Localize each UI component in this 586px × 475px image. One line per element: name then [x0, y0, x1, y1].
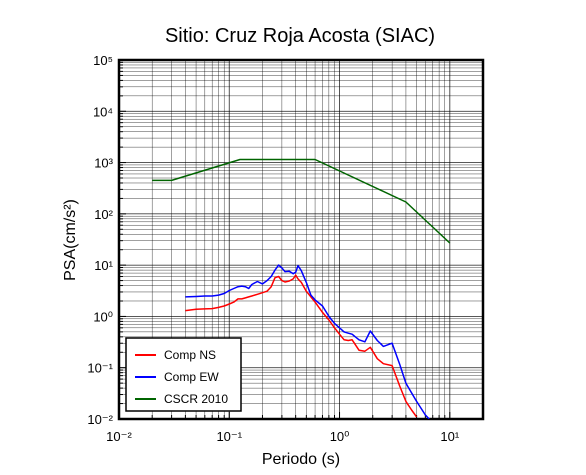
chart-title: Sitio: Cruz Roja Acosta (SIAC) — [165, 25, 435, 47]
series-group — [152, 158, 451, 419]
x-tick-label: 10⁻¹ — [216, 429, 242, 444]
legend-label-comp-ns: Comp NS — [164, 348, 216, 362]
x-axis-label: Periodo (s) — [262, 451, 340, 468]
y-tick-label: 10³ — [94, 156, 113, 171]
y-tick-label: 10⁵ — [93, 53, 113, 68]
plot-frame — [117, 58, 485, 421]
series-line-comp-ns — [185, 274, 418, 418]
legend: Comp NS Comp EW CSCR 2010 — [125, 337, 242, 412]
legend-label-comp-ew: Comp EW — [164, 370, 219, 384]
x-tick-label: 10¹ — [440, 429, 459, 444]
y-tick-label: 10² — [94, 207, 113, 222]
y-axis-label: PSA(cm/s²) — [62, 199, 79, 281]
y-tick-label: 10⁰ — [93, 309, 113, 324]
x-tick-label: 10⁻² — [106, 429, 132, 444]
y-tick-label: 10¹ — [94, 258, 113, 273]
x-tick-label: 10⁰ — [330, 429, 350, 444]
y-tick-label: 10⁻¹ — [87, 361, 113, 376]
legend-label-cscr-2010: CSCR 2010 — [164, 392, 228, 406]
series-line-comp-ew — [185, 264, 430, 419]
series-line-cscr-2010 — [152, 158, 451, 244]
y-tick-label: 10⁻² — [87, 412, 113, 427]
plot-grid — [118, 59, 484, 420]
axis-ticks: 10⁻² 10⁻¹ 10⁰ 10¹ 10⁻² 10⁻¹ 10⁰ 10¹ 10² 10³ 10⁴ 10⁵ — [87, 53, 484, 444]
y-tick-label: 10⁴ — [93, 104, 113, 119]
